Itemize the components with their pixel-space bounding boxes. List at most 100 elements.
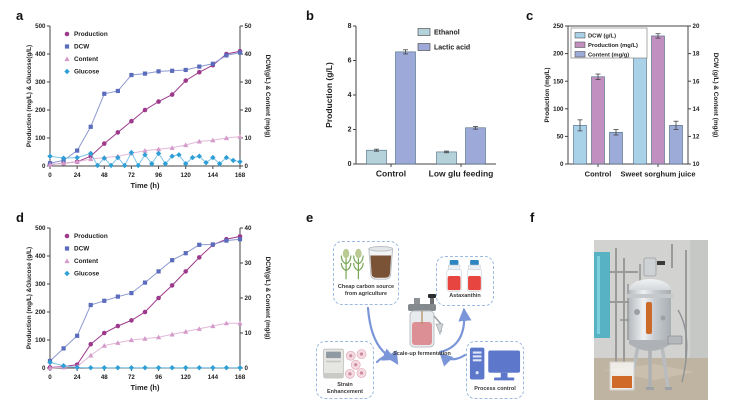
svg-text:DCW(g/L) & Content (mg/g): DCW(g/L) & Content (mg/g) xyxy=(264,257,271,340)
svg-text:0: 0 xyxy=(42,365,46,372)
svg-text:20: 20 xyxy=(693,23,700,30)
node-label: Cheap carbon source from agriculture xyxy=(337,284,395,297)
svg-text:DCW(g/L) & Content (mg/g): DCW(g/L) & Content (mg/g) xyxy=(264,55,271,138)
svg-text:96: 96 xyxy=(155,374,162,381)
node-label: Strain Enhancement xyxy=(326,382,364,396)
svg-text:30: 30 xyxy=(245,260,252,267)
astaxanthin-bottles-icon xyxy=(446,260,483,292)
svg-text:Content (mg/g): Content (mg/g) xyxy=(588,53,629,59)
svg-text:0: 0 xyxy=(560,161,564,168)
svg-text:Control: Control xyxy=(585,170,612,179)
svg-text:500: 500 xyxy=(35,23,46,30)
svg-text:48: 48 xyxy=(101,374,108,381)
svg-text:50: 50 xyxy=(557,134,564,141)
svg-text:0: 0 xyxy=(42,163,46,170)
svg-text:72: 72 xyxy=(128,374,135,381)
svg-text:72: 72 xyxy=(128,172,135,179)
panel-label-c: c xyxy=(526,8,534,23)
svg-text:120: 120 xyxy=(181,374,192,381)
svg-text:10: 10 xyxy=(693,161,700,168)
svg-text:10: 10 xyxy=(245,330,252,337)
node-cheap-carbon-source: Cheap carbon source from agriculture xyxy=(333,241,399,305)
panel-label-a: a xyxy=(16,8,24,23)
svg-text:2: 2 xyxy=(348,127,352,134)
svg-text:DCW (g/L) & Content (mg/g): DCW (g/L) & Content (mg/g) xyxy=(712,53,719,137)
svg-text:Time (h): Time (h) xyxy=(130,383,160,392)
svg-text:0: 0 xyxy=(348,161,352,168)
svg-text:300: 300 xyxy=(35,281,46,288)
svg-text:0: 0 xyxy=(245,163,249,170)
timecourse-chart-a: 0 100 200 300 400 500 0 10 20 30 40 50 Production (m… xyxy=(26,23,271,190)
byproduct-bar-chart-b: 0 2 4 6 8 Production (g/L) Control Low glu feed… xyxy=(324,23,496,179)
fermenter-icon xyxy=(408,294,444,348)
svg-text:Time (h): Time (h) xyxy=(130,181,160,190)
svg-text:200: 200 xyxy=(35,309,46,316)
svg-text:168: 168 xyxy=(235,374,246,381)
svg-text:Production (mg/L) &Glucose (g/: Production (mg/L) &Glucose (g/L) xyxy=(26,247,33,349)
svg-text:24: 24 xyxy=(74,374,81,381)
panel-label-d: d xyxy=(16,210,24,225)
svg-text:Ethanol: Ethanol xyxy=(434,30,460,37)
node-label: Astaxanthin xyxy=(449,293,481,299)
svg-text:144: 144 xyxy=(208,172,219,179)
svg-text:40: 40 xyxy=(245,51,252,58)
svg-text:100: 100 xyxy=(35,337,46,344)
bioreactor-photo xyxy=(594,240,708,400)
svg-text:96: 96 xyxy=(155,172,162,179)
svg-text:Production: Production xyxy=(74,31,108,38)
node-label: Process control xyxy=(474,386,516,392)
process-diagram: Cheap carbon source from agriculture Ast… xyxy=(300,222,550,408)
svg-text:144: 144 xyxy=(208,374,219,381)
svg-text:20: 20 xyxy=(245,107,252,114)
svg-text:0: 0 xyxy=(48,374,52,381)
node-process-control: Process control xyxy=(466,341,524,399)
svg-text:DCW (g/L): DCW (g/L) xyxy=(588,34,616,40)
svg-text:18: 18 xyxy=(693,51,700,58)
svg-text:8: 8 xyxy=(348,23,352,30)
svg-text:250: 250 xyxy=(553,23,564,30)
node-astaxanthin: Astaxanthin xyxy=(436,256,494,306)
substrate-bar-chart-c: 0 50 100 150 200 250 10 12 14 16 18 20 Production (m… xyxy=(544,23,719,179)
svg-text:Control: Control xyxy=(376,169,406,179)
plants-beaker-icon xyxy=(340,246,394,280)
svg-text:0: 0 xyxy=(245,365,249,372)
svg-text:Production: Production xyxy=(74,233,108,240)
svg-text:500: 500 xyxy=(35,225,46,232)
node-scale-up-fermentation: Scale-up fermentation xyxy=(393,294,451,360)
svg-text:168: 168 xyxy=(235,172,246,179)
svg-text:Lactic acid: Lactic acid xyxy=(434,45,470,52)
svg-text:200: 200 xyxy=(35,107,46,114)
svg-text:120: 120 xyxy=(181,172,192,179)
svg-text:400: 400 xyxy=(35,253,46,260)
flow-arrows xyxy=(366,306,472,367)
svg-text:Glucose: Glucose xyxy=(74,69,100,76)
svg-text:4: 4 xyxy=(348,92,352,99)
pcr-machine-cells-icon xyxy=(323,348,367,379)
svg-text:40: 40 xyxy=(245,225,252,232)
node-label: Scale-up fermentation xyxy=(393,351,451,357)
svg-text:Content: Content xyxy=(74,258,99,265)
svg-text:Glucose: Glucose xyxy=(74,271,100,278)
svg-text:24: 24 xyxy=(74,172,81,179)
svg-text:12: 12 xyxy=(693,134,700,141)
svg-text:Production (mg/L) & Glucose(g/: Production (mg/L) & Glucose(g/L) xyxy=(26,45,33,147)
svg-text:14: 14 xyxy=(693,106,700,113)
panel-label-b: b xyxy=(306,8,314,23)
svg-text:DCW: DCW xyxy=(74,44,90,51)
timecourse-chart-d: 0 100 200 300 400 500 0 10 20 30 40 Production (mg/… xyxy=(26,225,271,392)
svg-text:200: 200 xyxy=(553,51,564,58)
panel-label-e: e xyxy=(306,210,314,225)
svg-text:48: 48 xyxy=(101,172,108,179)
computer-icon xyxy=(469,347,521,381)
svg-text:30: 30 xyxy=(245,79,252,86)
svg-text:300: 300 xyxy=(35,79,46,86)
svg-text:100: 100 xyxy=(553,106,564,113)
svg-text:Content: Content xyxy=(74,56,99,63)
svg-text:Low glu feeding: Low glu feeding xyxy=(429,169,494,179)
arrow-process-to-fermentation xyxy=(439,352,467,367)
svg-text:0: 0 xyxy=(48,172,52,179)
node-strain-enhancement: Strain Enhancement xyxy=(316,341,374,399)
panel-label-f: f xyxy=(530,210,535,225)
arrow-fermentation-to-astaxanthin xyxy=(438,307,472,354)
svg-text:100: 100 xyxy=(35,135,46,142)
